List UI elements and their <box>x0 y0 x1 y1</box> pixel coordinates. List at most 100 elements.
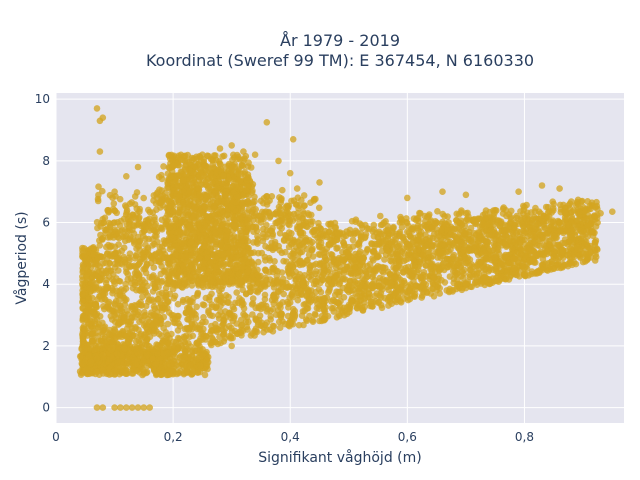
data-point <box>181 189 188 196</box>
data-point <box>429 234 437 242</box>
data-point <box>233 320 240 327</box>
data-point <box>297 288 305 295</box>
data-point <box>494 231 502 239</box>
data-point <box>298 196 305 204</box>
data-point <box>477 234 485 241</box>
data-point <box>161 337 168 345</box>
data-point <box>170 256 177 264</box>
data-point <box>115 241 122 248</box>
data-point <box>315 204 323 212</box>
data-point <box>244 237 252 245</box>
data-point <box>312 295 320 302</box>
data-point <box>176 220 183 227</box>
data-point <box>378 247 386 255</box>
data-point <box>408 254 416 262</box>
data-point <box>412 282 420 289</box>
data-point <box>194 292 201 300</box>
data-point <box>267 316 275 323</box>
data-point <box>495 217 503 224</box>
data-point <box>439 240 447 248</box>
data-point <box>209 192 216 199</box>
data-point <box>362 233 369 241</box>
data-point <box>338 256 345 263</box>
data-point <box>450 251 458 259</box>
data-point <box>143 324 150 331</box>
data-point <box>124 338 132 346</box>
data-point <box>131 240 138 247</box>
data-point <box>158 332 165 340</box>
data-point <box>150 264 158 271</box>
data-point <box>168 151 175 159</box>
data-point <box>204 248 211 256</box>
data-point <box>441 220 449 227</box>
data-point <box>345 250 352 258</box>
data-point <box>377 294 385 301</box>
data-point <box>496 222 503 230</box>
data-point <box>136 318 143 326</box>
data-point <box>208 322 215 330</box>
data-point <box>385 286 392 294</box>
data-point <box>269 322 277 330</box>
data-point <box>518 246 525 254</box>
data-point <box>305 296 313 304</box>
data-point <box>131 269 139 277</box>
data-point <box>434 208 441 215</box>
data-point <box>272 219 279 227</box>
data-point <box>450 267 457 275</box>
data-point <box>151 240 158 248</box>
data-point <box>539 266 546 274</box>
data-point <box>170 162 178 169</box>
data-point <box>134 233 142 241</box>
data-point <box>118 261 126 268</box>
data-point <box>192 314 200 322</box>
data-point <box>143 336 151 344</box>
data-point <box>579 258 587 266</box>
data-point <box>402 264 409 272</box>
data-point <box>230 151 237 159</box>
data-point <box>384 235 392 242</box>
data-point <box>445 256 453 264</box>
data-point <box>312 288 319 296</box>
data-point <box>216 333 223 341</box>
data-point <box>381 278 388 285</box>
data-point <box>591 247 599 255</box>
data-point <box>286 262 293 269</box>
data-point <box>311 270 319 278</box>
data-point <box>105 219 113 227</box>
data-point <box>426 211 433 218</box>
data-point <box>155 290 163 298</box>
data-point <box>549 218 557 226</box>
data-point <box>543 247 551 255</box>
data-point <box>186 273 193 281</box>
data-point <box>186 306 193 313</box>
data-point <box>589 228 596 235</box>
data-point <box>417 223 425 231</box>
data-point <box>390 223 397 231</box>
data-point <box>532 204 539 212</box>
data-point <box>336 263 344 271</box>
data-point <box>276 230 284 237</box>
data-point <box>210 205 218 212</box>
data-point <box>418 294 426 301</box>
data-point <box>83 307 91 315</box>
data-point <box>396 232 403 240</box>
data-point <box>438 226 445 234</box>
data-point <box>193 303 200 311</box>
data-point <box>206 296 213 304</box>
data-point <box>439 210 447 218</box>
data-point <box>325 287 333 294</box>
data-point <box>550 244 557 252</box>
data-point <box>150 311 158 318</box>
data-point <box>222 292 230 299</box>
data-point <box>397 213 404 221</box>
data-point <box>330 308 338 315</box>
data-point <box>529 216 536 223</box>
data-point <box>336 303 344 310</box>
data-point <box>506 237 514 245</box>
data-point <box>267 227 274 234</box>
data-point <box>450 275 458 283</box>
data-point <box>285 202 293 210</box>
data-point <box>517 216 525 224</box>
data-point <box>150 251 158 259</box>
data-point <box>166 245 174 253</box>
